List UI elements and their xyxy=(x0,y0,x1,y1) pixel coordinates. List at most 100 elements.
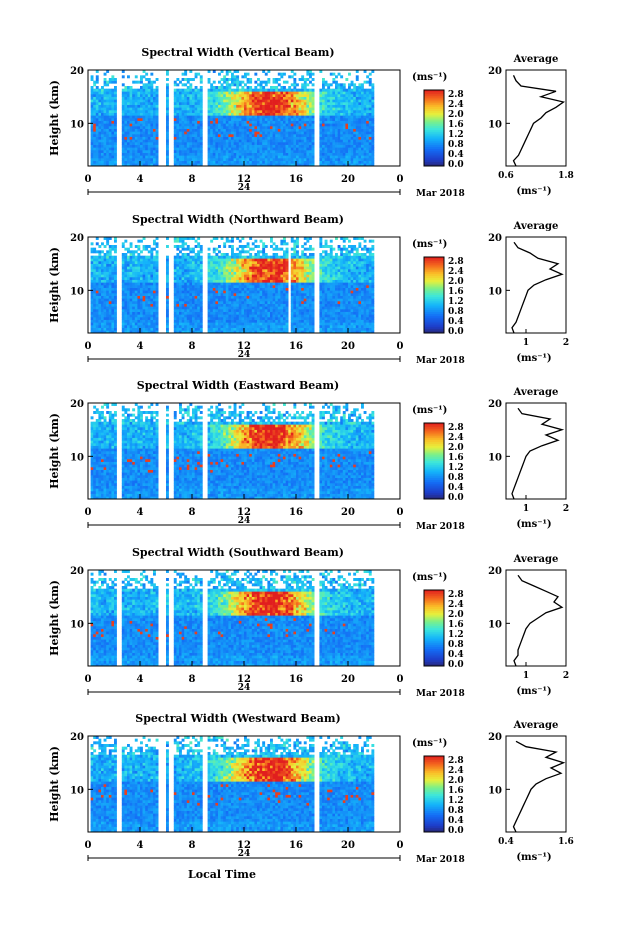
x-tick-label: 4 xyxy=(137,174,144,185)
heatmap-cell xyxy=(101,327,104,331)
heatmap-cell xyxy=(90,261,94,264)
heatmap-cell xyxy=(121,279,125,283)
heatmap-cell xyxy=(150,123,154,127)
heatmap-cell xyxy=(327,142,331,145)
heatmap-cell xyxy=(358,107,362,111)
heatmap-cell xyxy=(147,139,151,143)
heatmap-cell xyxy=(220,309,224,312)
heatmap-cell xyxy=(254,314,258,318)
heatmap-cell xyxy=(210,134,214,137)
heatmap-cell xyxy=(236,322,240,326)
heatmap-cell xyxy=(111,80,115,84)
heatmap-cell xyxy=(95,258,99,262)
heatmap-cell xyxy=(241,75,245,79)
heatmap-cell xyxy=(129,263,133,267)
heatmap-cell xyxy=(114,99,117,103)
heatmap-cell xyxy=(166,274,169,278)
heatmap-cell xyxy=(236,263,240,267)
heatmap-cell xyxy=(192,158,195,161)
heatmap-cell xyxy=(173,279,177,283)
heatmap-cell xyxy=(108,152,112,156)
heatmap-cell xyxy=(155,282,159,286)
heatmap-cell xyxy=(324,94,328,97)
heatmap-cell xyxy=(257,282,260,286)
heatmap-cell xyxy=(173,295,177,299)
heatmap-cell xyxy=(103,118,107,121)
heatmap-cell xyxy=(197,134,201,137)
heatmap-cell xyxy=(257,279,260,283)
heatmap-cell xyxy=(220,126,224,129)
heatmap-cell xyxy=(199,325,203,328)
heatmap-cell xyxy=(225,158,229,161)
heatmap-cell xyxy=(114,102,117,105)
heatmap-cell xyxy=(140,128,143,132)
heatmap-cell xyxy=(137,327,141,331)
heatmap-cell xyxy=(298,134,302,137)
heatmap-cell xyxy=(257,150,260,153)
heatmap-cell xyxy=(101,279,104,283)
heatmap-cell xyxy=(218,115,221,119)
heatmap-cell xyxy=(129,293,133,296)
heatmap-cell xyxy=(150,96,154,100)
heatmap-cell xyxy=(335,123,338,127)
heatmap-cell xyxy=(290,128,294,132)
heatmap-cell xyxy=(257,319,260,323)
heatmap-cell xyxy=(251,301,255,304)
heatmap-cell xyxy=(270,118,273,121)
heatmap-cell xyxy=(340,126,344,129)
heatmap-cell xyxy=(296,163,299,167)
heatmap-cell xyxy=(147,120,151,124)
heatmap-cell xyxy=(176,314,180,318)
heatmap-cell xyxy=(101,290,104,294)
heatmap-cell xyxy=(249,144,253,148)
heatmap-cell xyxy=(215,88,219,92)
heatmap-cell xyxy=(363,104,367,108)
heatmap-cell xyxy=(223,311,227,315)
heatmap-cell xyxy=(166,263,169,267)
heatmap-cell xyxy=(251,311,255,315)
heatmap-cell xyxy=(337,91,341,95)
heatmap-cell xyxy=(267,158,271,161)
heatmap-cell xyxy=(106,139,110,143)
heatmap-cell xyxy=(218,317,221,320)
heatmap-cell xyxy=(319,158,323,161)
heatmap-cell xyxy=(272,112,276,116)
heatmap-cell xyxy=(194,88,198,92)
heatmap-cell xyxy=(176,160,180,164)
y-tick-label: 20 xyxy=(70,66,84,77)
heatmap-cell xyxy=(251,290,255,294)
heatmap-cell xyxy=(166,128,169,132)
heatmap-cell xyxy=(298,110,302,113)
heatmap-cell xyxy=(90,118,94,121)
heatmap-cell xyxy=(153,80,156,84)
heatmap-cell xyxy=(358,134,362,137)
heatmap-cell xyxy=(246,261,250,264)
heatmap-cell xyxy=(179,317,182,320)
heatmap-cell xyxy=(173,325,177,328)
heatmap-cell xyxy=(127,118,130,121)
heatmap-cell xyxy=(355,75,359,79)
heatmap-cell xyxy=(298,139,302,143)
heatmap-cell xyxy=(215,287,219,291)
heatmap-cell xyxy=(327,83,331,87)
heatmap-cell xyxy=(267,131,271,135)
heatmap-cell xyxy=(231,327,234,331)
heatmap-cell xyxy=(194,115,198,119)
heatmap-cell xyxy=(231,277,234,280)
heatmap-cell xyxy=(223,102,227,105)
heatmap-cell xyxy=(194,285,198,288)
heatmap-cell xyxy=(150,285,154,288)
heatmap-cell xyxy=(363,147,367,151)
heatmap-cell xyxy=(241,136,245,140)
heatmap-cell xyxy=(95,298,99,302)
heatmap-cell xyxy=(142,152,146,156)
heatmap-cell xyxy=(179,261,182,264)
heatmap-cell xyxy=(132,322,136,326)
heatmap-cell xyxy=(194,150,198,153)
heatmap-cell xyxy=(288,139,292,143)
heatmap-cell xyxy=(267,120,271,124)
heatmap-cell xyxy=(231,261,234,264)
heatmap-cell xyxy=(153,128,156,132)
heatmap-cell xyxy=(238,263,242,267)
heatmap-cell xyxy=(249,325,253,328)
